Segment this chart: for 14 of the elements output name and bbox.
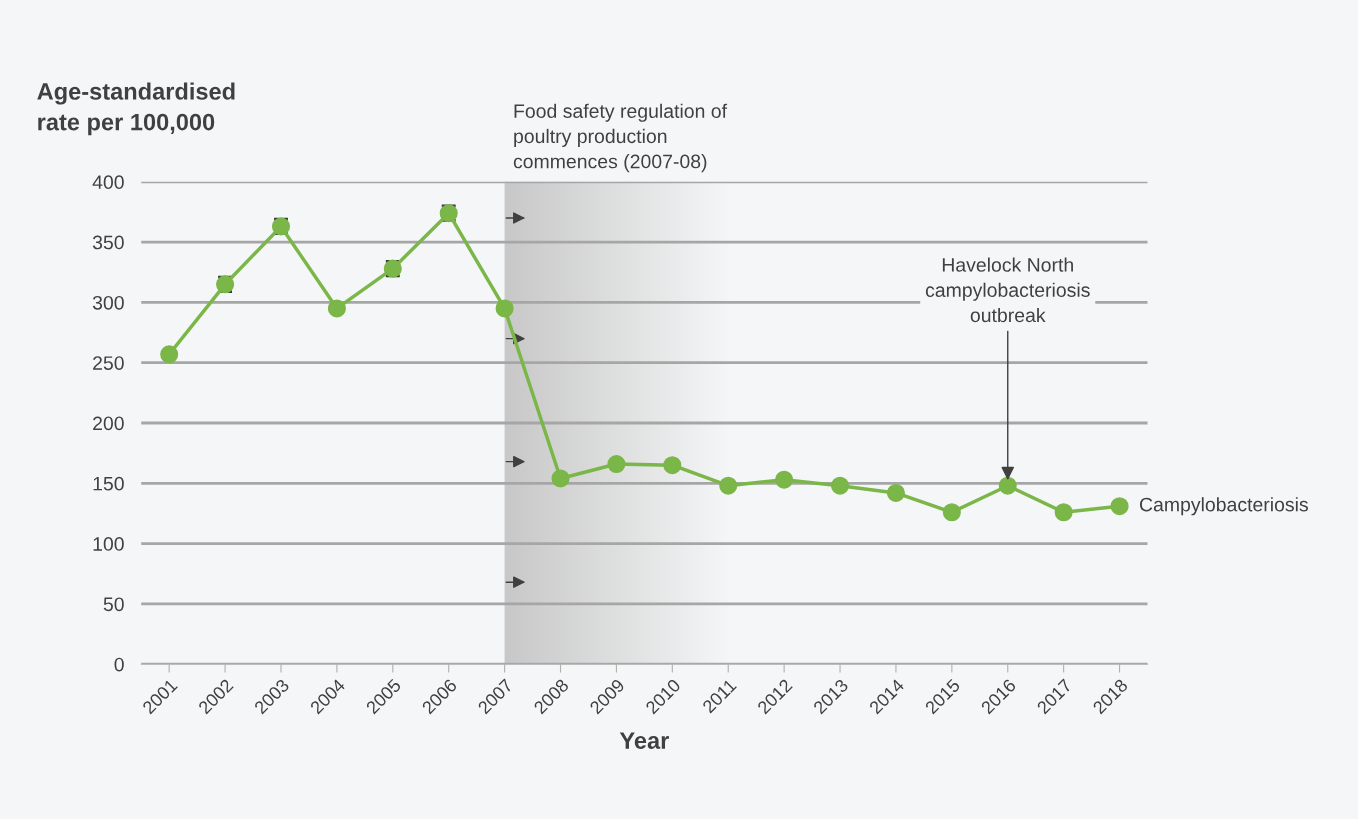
y-tick-label: 150: [93, 476, 124, 491]
y-tick-label: 50: [103, 597, 124, 612]
y-tick-label: 100: [93, 537, 124, 551]
annotation: Havelock North campylobacteriosis outbreak: [925, 257, 1090, 323]
y-tick-label: 250: [93, 356, 124, 370]
y-tick-label: 0: [114, 657, 124, 672]
band-label: Food safety regulation of poultry production commences (2007-08): [513, 103, 728, 173]
series-label: Campylobacteriosis: [1139, 497, 1308, 516]
y-tick-label: 300: [92, 295, 124, 310]
x-axis-title: Year: [619, 732, 669, 749]
y-tick-label: 400: [92, 175, 124, 190]
y-tick-label: 200: [93, 416, 124, 431]
y-tick-label: 350: [92, 235, 124, 250]
y-axis-title: Age-standardised rate per 100,000: [37, 82, 235, 136]
